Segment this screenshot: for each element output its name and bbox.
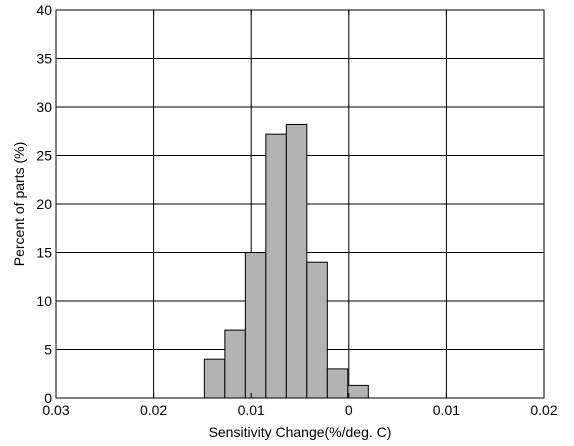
y-tick-label: 20	[36, 196, 52, 212]
y-tick-label: 0	[44, 390, 52, 406]
y-tick-label: 30	[36, 99, 52, 115]
y-axis-tick-labels: 0 5 10 15 20 25 30 35 40	[36, 2, 52, 406]
axis-ticks	[55, 9, 545, 399]
x-tick-label: 0.01	[433, 402, 460, 418]
histogram-bar	[285, 123, 308, 399]
y-axis-label: Percent of parts (%)	[11, 142, 27, 267]
x-tick-label: 0.03	[42, 402, 69, 418]
x-tick-label: 0.01	[238, 402, 265, 418]
x-tick-label: 0.02	[140, 402, 167, 418]
histogram-bar	[224, 329, 246, 399]
y-tick-label: 10	[36, 293, 52, 309]
y-tick-label: 25	[36, 148, 52, 164]
x-tick-label: 0	[345, 402, 353, 418]
histogram-bar	[347, 384, 369, 399]
y-tick-label: 15	[36, 245, 52, 261]
x-tick-label: 0.02	[530, 402, 557, 418]
y-tick-label: 35	[36, 51, 52, 67]
histogram-bar	[326, 368, 349, 399]
y-tick-label: 40	[36, 2, 52, 18]
histogram-bar	[244, 252, 267, 399]
x-axis-label: Sensitivity Change(%/deg. C)	[209, 424, 392, 440]
histogram-bar	[265, 133, 287, 399]
histogram-bar	[203, 358, 226, 399]
histogram-bar	[306, 261, 328, 399]
y-tick-label: 5	[44, 342, 52, 358]
x-axis-tick-labels: 0.03 0.02 0.01 0 0.01 0.02	[42, 402, 557, 418]
histogram-bars	[203, 123, 369, 399]
